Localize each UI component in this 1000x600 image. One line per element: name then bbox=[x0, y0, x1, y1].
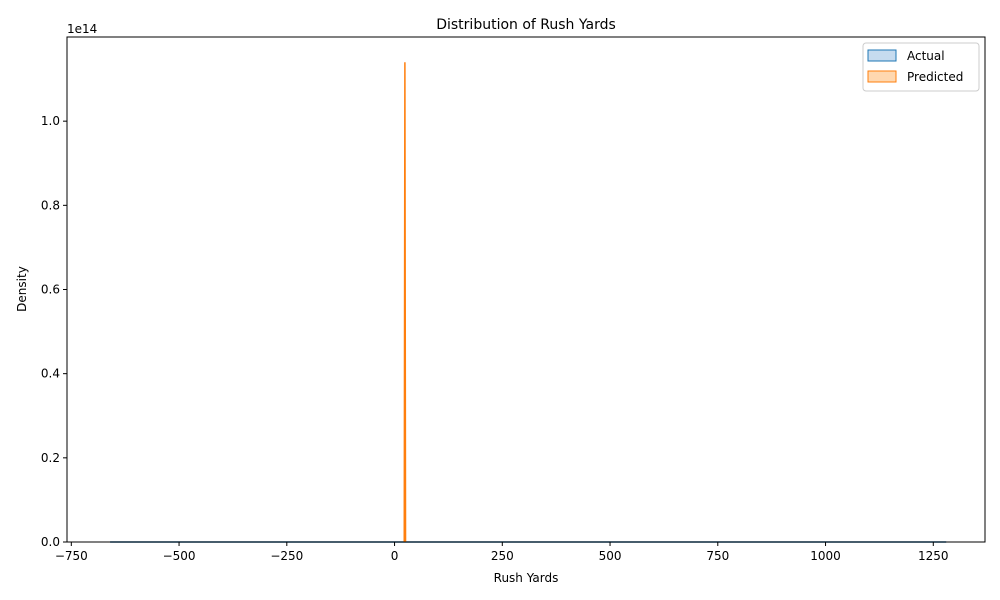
y-tick-label: 0.8 bbox=[41, 198, 60, 212]
x-tick-label: −250 bbox=[270, 549, 303, 563]
legend-label-predicted: Predicted bbox=[907, 70, 963, 84]
x-tick-label: 250 bbox=[491, 549, 514, 563]
chart-title: Distribution of Rush Yards bbox=[436, 17, 616, 33]
x-tick-label: 1250 bbox=[918, 549, 949, 563]
density-line-predicted bbox=[403, 62, 407, 543]
x-tick-label: 0 bbox=[391, 549, 399, 563]
x-tick-label: 500 bbox=[599, 549, 622, 563]
y-offset-text: 1e14 bbox=[67, 22, 97, 36]
x-tick-label: 1000 bbox=[810, 549, 841, 563]
y-axis-ticks: 0.0 0.2 0.4 0.6 0.8 1.0 bbox=[41, 114, 67, 549]
y-axis-label: Density bbox=[15, 266, 29, 312]
y-tick-label: 0.6 bbox=[41, 283, 60, 297]
x-axis-ticks: −750 −500 −250 0 250 500 750 1000 1250 bbox=[55, 542, 949, 563]
y-tick-label: 1.0 bbox=[41, 114, 60, 128]
y-tick-label: 0.4 bbox=[41, 367, 60, 381]
x-tick-label: 750 bbox=[706, 549, 729, 563]
legend-swatch-predicted bbox=[867, 70, 897, 83]
x-axis-label: Rush Yards bbox=[494, 571, 559, 585]
x-tick-label: −500 bbox=[163, 549, 196, 563]
plot-frame bbox=[66, 36, 986, 543]
x-tick-label: −750 bbox=[55, 549, 88, 563]
legend-label-actual: Actual bbox=[907, 49, 945, 63]
legend: Actual Predicted bbox=[862, 42, 980, 92]
legend-swatch-actual bbox=[867, 49, 897, 62]
series-layer bbox=[110, 62, 947, 543]
y-tick-label: 0.0 bbox=[41, 535, 60, 549]
y-tick-label: 0.2 bbox=[41, 451, 60, 465]
